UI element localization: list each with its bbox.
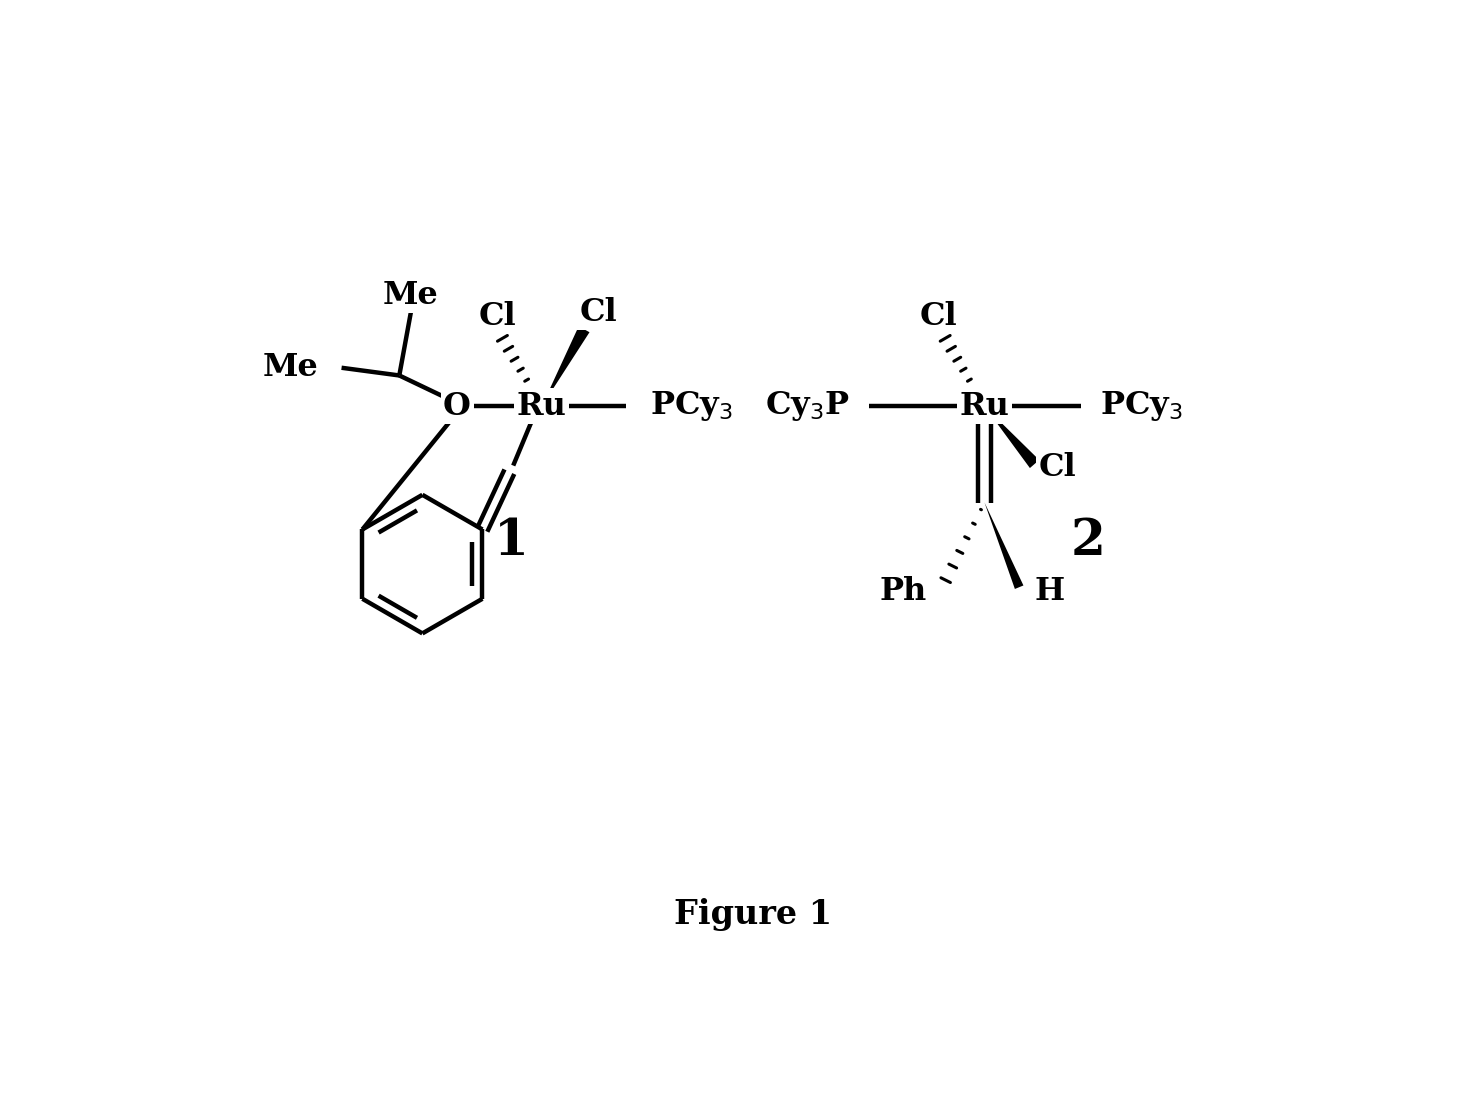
Text: Cl: Cl bbox=[1039, 452, 1077, 483]
Polygon shape bbox=[541, 326, 590, 407]
Polygon shape bbox=[984, 407, 1039, 468]
Text: Cy$_3$P: Cy$_3$P bbox=[765, 389, 850, 423]
Text: 2: 2 bbox=[1071, 517, 1106, 566]
Text: H: H bbox=[1034, 576, 1065, 606]
Text: Cl: Cl bbox=[919, 301, 958, 332]
Text: Ru: Ru bbox=[959, 391, 1009, 422]
Text: Cl: Cl bbox=[580, 296, 616, 328]
Text: Me: Me bbox=[263, 352, 318, 383]
Text: Ru: Ru bbox=[516, 391, 566, 422]
Text: O: O bbox=[443, 391, 471, 422]
Text: Figure 1: Figure 1 bbox=[674, 898, 833, 931]
Text: Cl: Cl bbox=[480, 301, 516, 332]
Text: 1: 1 bbox=[493, 517, 528, 566]
Text: Me: Me bbox=[382, 280, 438, 311]
Text: Ph: Ph bbox=[880, 576, 927, 606]
Text: PCy$_3$: PCy$_3$ bbox=[1100, 389, 1183, 423]
Polygon shape bbox=[984, 502, 1024, 589]
Text: PCy$_3$: PCy$_3$ bbox=[650, 389, 733, 423]
